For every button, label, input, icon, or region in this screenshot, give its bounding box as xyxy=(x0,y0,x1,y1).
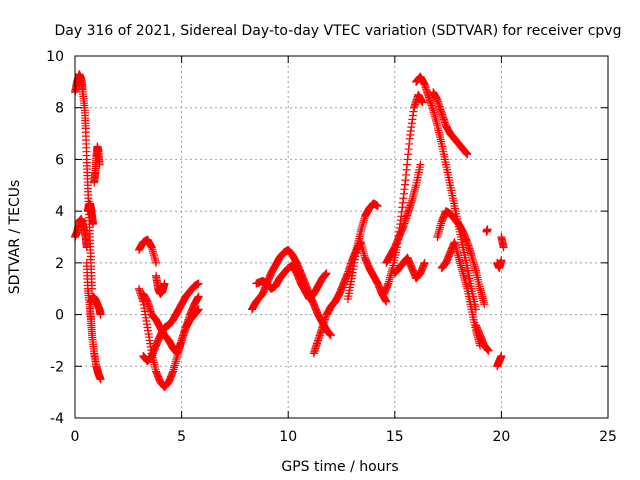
data-point-trace-k xyxy=(194,279,203,288)
y-tick-label: 6 xyxy=(55,152,64,168)
y-tick-label: 4 xyxy=(55,204,64,220)
data-point-trace-e xyxy=(89,220,98,229)
chart-title: Day 316 of 2021, Sidereal Day-to-day VTE… xyxy=(55,23,622,39)
y-tick-label: 10 xyxy=(46,49,64,65)
x-tick-label: 15 xyxy=(386,429,404,445)
data-point-trace-n xyxy=(322,269,331,278)
data-point-trace-j xyxy=(194,292,203,301)
data-points xyxy=(71,70,508,391)
y-tick-label: 0 xyxy=(55,308,64,324)
y-tick-label: 8 xyxy=(55,101,64,117)
x-axis-label: GPS time / hours xyxy=(281,459,398,475)
data-point-trace-z xyxy=(483,225,492,234)
data-point-trace-y xyxy=(484,346,493,355)
x-tick-label: 10 xyxy=(279,429,297,445)
data-point-trace-aa xyxy=(497,256,506,265)
data-point-trace-p xyxy=(373,201,382,210)
data-point-trace-v xyxy=(463,150,472,159)
data-point-trace-w xyxy=(480,300,489,309)
y-tick-label: -2 xyxy=(50,359,64,375)
data-point-trace-f xyxy=(95,160,104,169)
x-tick-label: 20 xyxy=(492,429,510,445)
data-point-trace-r xyxy=(418,98,427,107)
data-point-trace-g xyxy=(96,310,105,319)
data-point-trace-ab xyxy=(497,351,506,360)
data-point-trace-s xyxy=(416,160,425,169)
data-point-trace-d xyxy=(96,375,105,384)
y-tick-label: -4 xyxy=(50,411,64,427)
plot-frame xyxy=(74,55,609,419)
data-point-trace-c xyxy=(82,243,91,252)
data-point-trace-m xyxy=(326,331,335,340)
data-point-trace-l xyxy=(194,305,203,314)
data-point-trace-h xyxy=(152,258,161,267)
data-point-trace-t xyxy=(420,258,429,267)
y-axis-label: SDTVAR / TECUs xyxy=(7,180,23,295)
x-tick-label: 0 xyxy=(71,429,80,445)
x-axis-ticks: 0 5 10 15 20 25 xyxy=(71,56,617,445)
grid-lines xyxy=(75,56,608,418)
x-tick-label: 25 xyxy=(599,429,617,445)
data-point-trace-q xyxy=(382,297,391,306)
y-axis-ticks: -4 -2 0 2 4 6 8 10 xyxy=(46,49,608,427)
y-tick-label: 2 xyxy=(55,256,64,272)
x-tick-label: 5 xyxy=(177,429,186,445)
data-point-trace-i xyxy=(160,279,169,288)
data-point-trace-ac xyxy=(499,243,508,252)
